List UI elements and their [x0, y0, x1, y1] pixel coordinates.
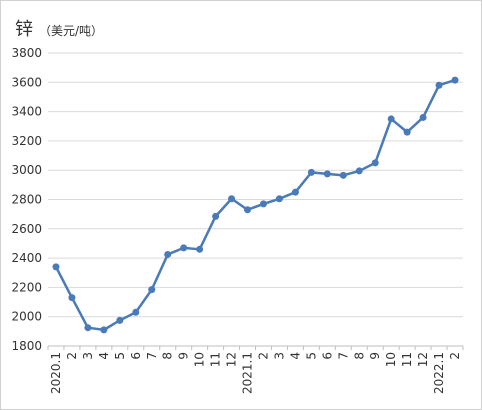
data-point	[435, 81, 443, 89]
x-tick-label: 11	[209, 352, 223, 367]
x-tick-label: 7	[145, 352, 159, 360]
y-tick-label: 2400	[11, 251, 42, 265]
x-tick-label: 12	[225, 352, 239, 367]
y-tick-label: 2000	[11, 310, 42, 324]
chart-title: 锌 （美元/吨）	[15, 15, 103, 41]
y-tick-label: 3400	[11, 105, 42, 119]
y-tick-label: 2800	[11, 193, 42, 207]
data-point	[339, 171, 347, 179]
x-tick-label: 5	[304, 352, 318, 360]
x-tick-label: 2	[448, 352, 462, 360]
data-point	[84, 324, 92, 332]
x-tick-label: 12	[416, 352, 430, 367]
data-point	[323, 170, 331, 178]
y-tick-label: 2200	[11, 280, 42, 294]
y-tick-label: 3000	[11, 163, 42, 177]
x-tick-label: 4	[97, 352, 111, 360]
x-tick-label: 10	[384, 352, 398, 367]
data-point	[180, 244, 188, 252]
x-tick-label: 9	[177, 352, 191, 360]
x-tick-label: 8	[161, 352, 175, 360]
y-tick-label: 2600	[11, 222, 42, 236]
x-tick-label: 4	[288, 352, 302, 360]
x-tick-label: 5	[113, 352, 127, 360]
data-point	[116, 316, 124, 324]
y-tick-label: 3200	[11, 134, 42, 148]
x-tick-label: 11	[400, 352, 414, 367]
data-point	[275, 195, 283, 203]
x-tick-label: 9	[368, 352, 382, 360]
y-tick-label: 1800	[11, 339, 42, 353]
x-tick-label: 3	[81, 352, 95, 360]
x-tick-label: 2	[256, 352, 270, 360]
x-tick-label: 10	[193, 352, 207, 367]
data-point	[387, 115, 395, 123]
data-point	[419, 113, 427, 121]
x-tick-label: 8	[352, 352, 366, 360]
y-tick-label: 3800	[11, 46, 42, 60]
data-point	[244, 206, 252, 214]
data-point	[132, 308, 140, 316]
series-line	[54, 78, 456, 332]
x-tick-label: 2	[65, 352, 79, 360]
x-tick-label: 2020.1	[49, 352, 63, 394]
x-tick-label: 3	[272, 352, 286, 360]
data-point	[259, 200, 267, 208]
data-point	[451, 76, 459, 84]
title-text: 锌	[15, 19, 33, 40]
data-point	[371, 159, 379, 167]
y-tick-label: 3600	[11, 75, 42, 89]
data-point	[164, 250, 172, 258]
x-tick-label: 6	[129, 352, 143, 360]
data-point	[148, 286, 156, 294]
data-point	[403, 128, 411, 136]
unit-label: （美元/吨）	[39, 24, 104, 38]
data-point	[307, 168, 315, 176]
x-tick-label: 7	[336, 352, 350, 360]
data-point	[212, 212, 220, 220]
data-point	[355, 167, 363, 175]
x-tick-label: 6	[320, 352, 334, 360]
x-tick-label: 2022.1	[432, 352, 446, 394]
data-point	[228, 195, 236, 203]
data-point	[52, 263, 60, 271]
x-tick-label: 2021.1	[241, 352, 255, 394]
data-point	[68, 294, 76, 302]
data-point	[196, 245, 204, 253]
data-point	[100, 326, 108, 334]
data-point	[291, 188, 299, 196]
